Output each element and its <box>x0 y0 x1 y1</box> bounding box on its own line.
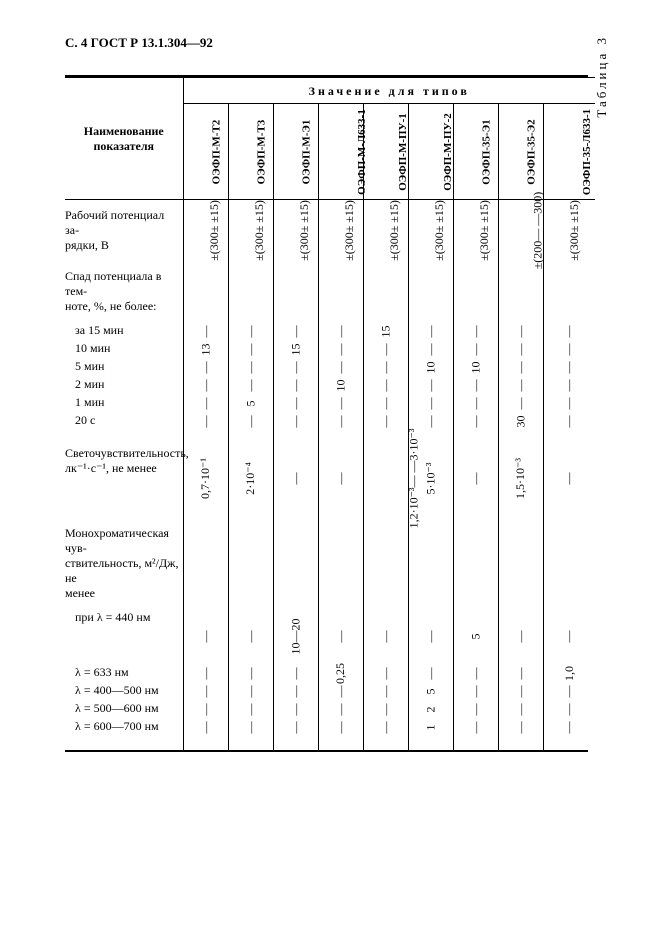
row-decay-10: 10 мин 13 — 15 — — — — — — <box>65 340 595 358</box>
row-label: Спад потенциала в тем- ноте, %, не более… <box>65 261 183 322</box>
row-mono: Монохроматическая чув- ствительность, м²… <box>65 518 595 609</box>
main-table: Наименование показателя Значение для тип… <box>65 75 588 752</box>
row-mono-633: λ = 633 нм — — — 0,25 — — — — 1,0 <box>65 664 595 682</box>
type-col-6: ОЭФП-35-Э1 <box>453 104 498 200</box>
row-photo: Светочувствительность, лк⁻¹·с⁻¹, не мене… <box>65 438 595 518</box>
type-col-2: ОЭФП-М-Э1 <box>273 104 318 200</box>
row-label: Рабочий потенциал за- рядки, В <box>65 200 183 262</box>
row-mono-600-700: λ = 600—700 нм — — — — — 1 — — — <box>65 718 595 736</box>
type-col-1: ОЭФП-М-Т3 <box>228 104 273 200</box>
row-mono-400-500: λ = 400—500 нм — — — — — 5 — — — <box>65 682 595 700</box>
row-mono-500-600: λ = 500—600 нм — — — — — 2 — — — <box>65 700 595 718</box>
type-col-5: ОЭФП-М-ПУ-2 <box>408 104 453 200</box>
type-col-4: ОЭФП-М-ПУ-1 <box>363 104 408 200</box>
table-title: Таблица 3 <box>594 35 610 118</box>
row-decay-5: 5 мин — — — — — 10 10 — — <box>65 358 595 376</box>
type-col-0: ОЭФП-М-Т2 <box>183 104 228 200</box>
type-col-7: ОЭФП-35-Э2 <box>498 104 543 200</box>
type-col-8: ОЭФП-35-Л633-1 <box>543 104 595 200</box>
row-decay-2: 2 мин — — — 10 — — — — — <box>65 376 595 394</box>
page-header: С. 4 ГОСТ Р 13.1.304—92 <box>65 35 610 51</box>
row-decay: Спад потенциала в тем- ноте, %, не более… <box>65 261 595 322</box>
row-label: Монохроматическая чув- ствительность, м²… <box>65 518 183 609</box>
row-potential: Рабочий потенциал за- рядки, В ±(300± ±1… <box>65 200 595 262</box>
row-mono-440: при λ = 440 нм — — 10—20 — — — 5 — — <box>65 609 595 664</box>
row-decay-15: за 15 мин — — — — 15 — — — — <box>65 322 595 340</box>
row-label: Светочувствительность, лк⁻¹·с⁻¹, не мене… <box>65 438 183 518</box>
spanning-header: Значение для типов <box>183 78 595 104</box>
type-col-3: ОЭФП-М-Л633-1 <box>318 104 363 200</box>
stub-header: Наименование показателя <box>65 78 183 200</box>
row-decay-20s: 20 с — — — — — — — 30 — <box>65 412 595 430</box>
row-decay-1: 1 мин — 5 — — — — — — — <box>65 394 595 412</box>
